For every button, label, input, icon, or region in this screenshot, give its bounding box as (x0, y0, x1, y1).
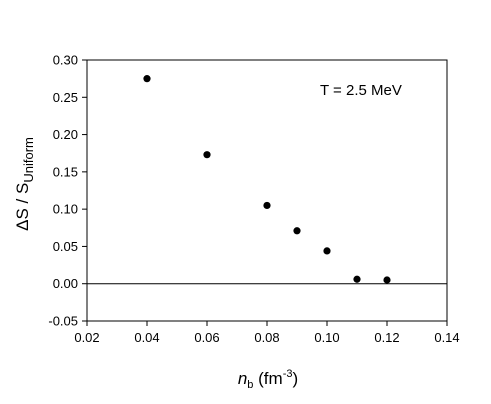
data-point (143, 75, 151, 83)
data-point (323, 247, 331, 255)
data-points (143, 75, 391, 284)
data-point (353, 275, 361, 283)
data-point (383, 276, 391, 284)
x-axis-label-subscript: b (247, 379, 253, 391)
x-tick-label: 0.12 (374, 330, 399, 345)
x-tick-label: 0.06 (194, 330, 219, 345)
y-tick-label: -0.05 (48, 314, 78, 329)
x-tick-label: 0.04 (134, 330, 159, 345)
y-axis-label-prefix: ΔS / S (13, 183, 32, 231)
x-axis-label: nb (fm-3) (238, 368, 298, 391)
x-axis-label-symbol: n (238, 369, 247, 388)
y-axis-label: ΔS / SUniform (13, 137, 36, 231)
y-tick-label: 0.15 (53, 164, 78, 179)
x-axis-label-unit-open: (fm (253, 369, 282, 388)
data-point (203, 151, 211, 159)
ticks: 0.02 0.04 0.06 0.08 0.10 0.12 0.14 -0.05 0.00 0.0… (48, 53, 459, 346)
y-tick-label: 0.30 (53, 53, 78, 68)
x-axis-label-unit-close: ) (292, 369, 298, 388)
y-tick-label: 0.25 (53, 90, 78, 105)
plot-frame (86, 59, 448, 322)
x-tick-label: 0.08 (254, 330, 279, 345)
temperature-annotation: T = 2.5 MeV (320, 82, 402, 99)
data-point (293, 227, 301, 235)
y-tick-label: 0.00 (53, 276, 78, 291)
x-tick-label: 0.10 (314, 330, 339, 345)
y-tick-label: 0.10 (53, 202, 78, 217)
x-tick-label: 0.14 (434, 330, 459, 345)
y-axis-label-subscript: Uniform (21, 137, 36, 183)
x-tick-label: 0.02 (74, 330, 99, 345)
axes (86, 59, 448, 322)
y-tick-label: 0.20 (53, 127, 78, 142)
data-point (263, 201, 271, 210)
y-tick-label: 0.05 (53, 239, 78, 254)
x-axis-label-unit-power: -3 (283, 368, 293, 380)
